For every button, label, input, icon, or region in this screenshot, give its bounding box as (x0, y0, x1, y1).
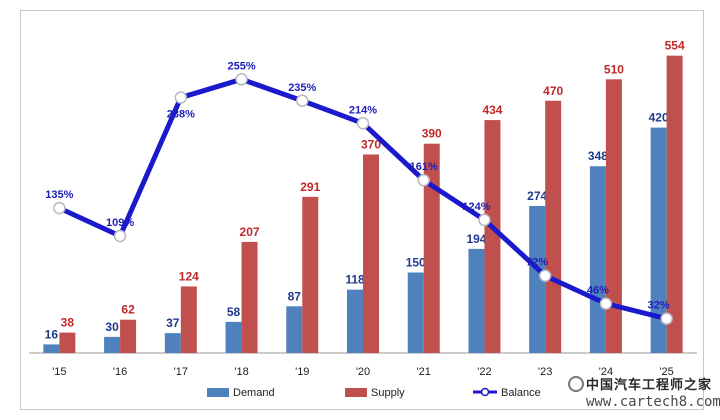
demand-bar (43, 344, 60, 353)
legend-supply-swatch (345, 388, 367, 397)
supply-value-label: 370 (361, 137, 381, 151)
x-tick-label: '22 (477, 366, 491, 378)
balance-value-label: 135% (45, 189, 73, 201)
x-tick-label: '20 (356, 366, 370, 378)
supply-bar (423, 143, 440, 353)
balance-point (538, 269, 552, 282)
demand-bar (407, 272, 424, 353)
x-tick-label: '24 (599, 366, 613, 378)
demand-value-label: 37 (166, 316, 180, 330)
supply-bar (545, 100, 562, 354)
balance-value-label: 72% (526, 257, 548, 269)
x-tick-label: '15 (52, 366, 66, 378)
x-tick-label: '17 (174, 366, 188, 378)
supply-value-label: 434 (482, 103, 502, 117)
balance-point (296, 94, 309, 108)
demand-bar (529, 205, 546, 353)
balance-point (478, 213, 491, 227)
demand-value-label: 150 (406, 256, 426, 270)
legend-demand-label: Demand (233, 387, 275, 399)
demand-bar (347, 289, 363, 353)
balance-value-label: 109% (106, 217, 134, 229)
demand-bar (104, 336, 121, 353)
demand-bar (286, 306, 303, 353)
demand-bar (468, 248, 485, 353)
supply-value-label: 291 (300, 180, 320, 194)
supply-value-label: 62 (121, 303, 135, 317)
demand-value-label: 274 (527, 189, 547, 203)
chart-frame: 16 38 '15 30 62 '16 37 124 '17 58 207 '18 87 291 '19 11… (20, 10, 704, 410)
supply-value-label: 124 (179, 269, 199, 283)
watermark-logo-icon (568, 376, 584, 392)
balance-point (599, 297, 613, 310)
supply-bar (180, 286, 197, 353)
demand-bar (589, 166, 606, 353)
balance-value-label: 238% (167, 109, 195, 121)
balance-value-label: 32% (648, 300, 670, 312)
balance-value-label: 46% (587, 285, 609, 297)
watermark-url: www.cartech8.com (586, 394, 720, 410)
supply-bar (120, 319, 137, 353)
watermark: 中国汽车工程师之家 www.cartech8.com (568, 372, 720, 416)
supply-bar (605, 79, 622, 354)
balance-value-label: 214% (349, 104, 377, 116)
demand-value-label: 87 (288, 289, 302, 303)
balance-value-label: 235% (288, 82, 316, 94)
legend-demand-swatch (207, 388, 229, 397)
supply-bar (302, 196, 319, 353)
demand-value-label: 420 (649, 111, 669, 125)
supply-value-label: 510 (604, 62, 624, 76)
balance-point (53, 201, 66, 215)
supply-value-label: 470 (543, 84, 563, 98)
demand-value-label: 30 (105, 320, 119, 334)
x-tick-label: '25 (659, 366, 673, 378)
balance-point (113, 229, 127, 243)
demand-value-label: 194 (466, 232, 486, 246)
balance-point (417, 173, 430, 187)
balance-point (174, 91, 188, 104)
legend-balance-label: Balance (501, 387, 541, 399)
demand-value-label: 16 (45, 327, 59, 341)
demand-value-label: 58 (227, 305, 241, 319)
demand-value-label: 348 (588, 149, 608, 163)
supply-value-label: 38 (61, 316, 75, 330)
balance-value-label: 161% (410, 161, 438, 173)
legend-balance-marker (480, 387, 490, 397)
demand-bar (164, 333, 181, 353)
supply-value-label: 554 (665, 39, 685, 53)
x-tick-label: '19 (295, 366, 309, 378)
balance-value-label: 124% (462, 201, 490, 213)
supply-bar (363, 154, 379, 353)
x-tick-label: '18 (234, 366, 248, 378)
supply-value-label: 207 (240, 225, 260, 239)
demand-value-label: 118 (345, 273, 365, 287)
balance-value-label: 255% (227, 60, 255, 72)
supply-bar (666, 55, 683, 353)
supply-value-label: 390 (422, 127, 442, 141)
demand-bar (225, 321, 242, 353)
legend-supply-label: Supply (371, 387, 405, 399)
supply-bar (484, 120, 501, 353)
watermark-text: 中国汽车工程师之家 (586, 378, 713, 393)
balance-point (660, 312, 673, 325)
balance-point (235, 73, 248, 86)
supply-bar (241, 241, 258, 353)
demand-bar (650, 127, 667, 353)
x-tick-label: '23 (538, 366, 552, 378)
x-tick-label: '21 (417, 366, 431, 378)
x-tick-label: '16 (113, 366, 127, 378)
supply-bar (59, 332, 76, 353)
balance-point (356, 117, 370, 130)
